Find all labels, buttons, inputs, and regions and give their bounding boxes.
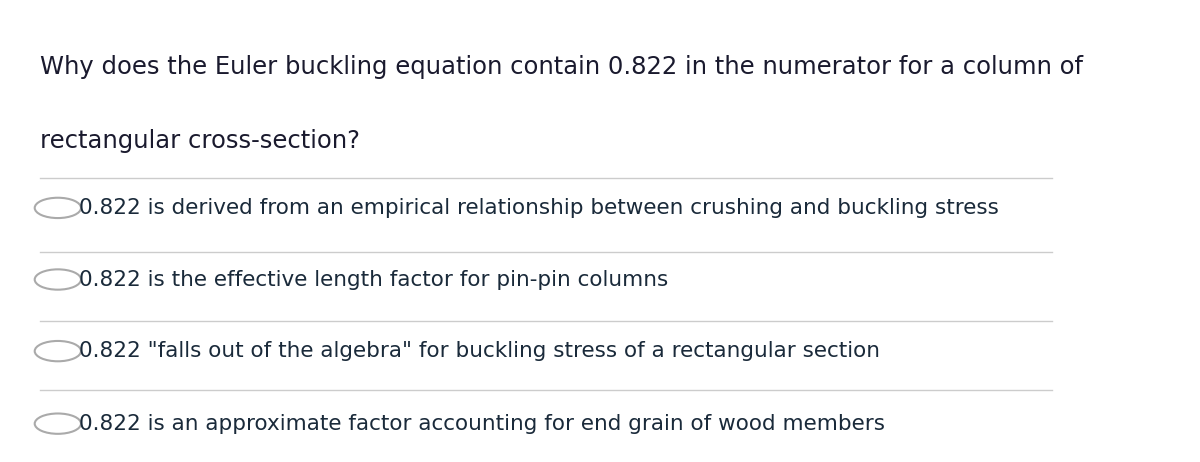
Text: 0.822 is an approximate factor accounting for end grain of wood members: 0.822 is an approximate factor accountin…	[79, 413, 884, 434]
Text: 0.822 "falls out of the algebra" for buckling stress of a rectangular section: 0.822 "falls out of the algebra" for buc…	[79, 341, 880, 361]
Text: Why does the Euler buckling equation contain 0.822 in the numerator for a column: Why does the Euler buckling equation con…	[40, 55, 1082, 79]
Text: 0.822 is the effective length factor for pin-pin columns: 0.822 is the effective length factor for…	[79, 269, 668, 290]
Text: rectangular cross-section?: rectangular cross-section?	[40, 129, 360, 153]
Text: 0.822 is derived from an empirical relationship between crushing and buckling st: 0.822 is derived from an empirical relat…	[79, 198, 998, 218]
